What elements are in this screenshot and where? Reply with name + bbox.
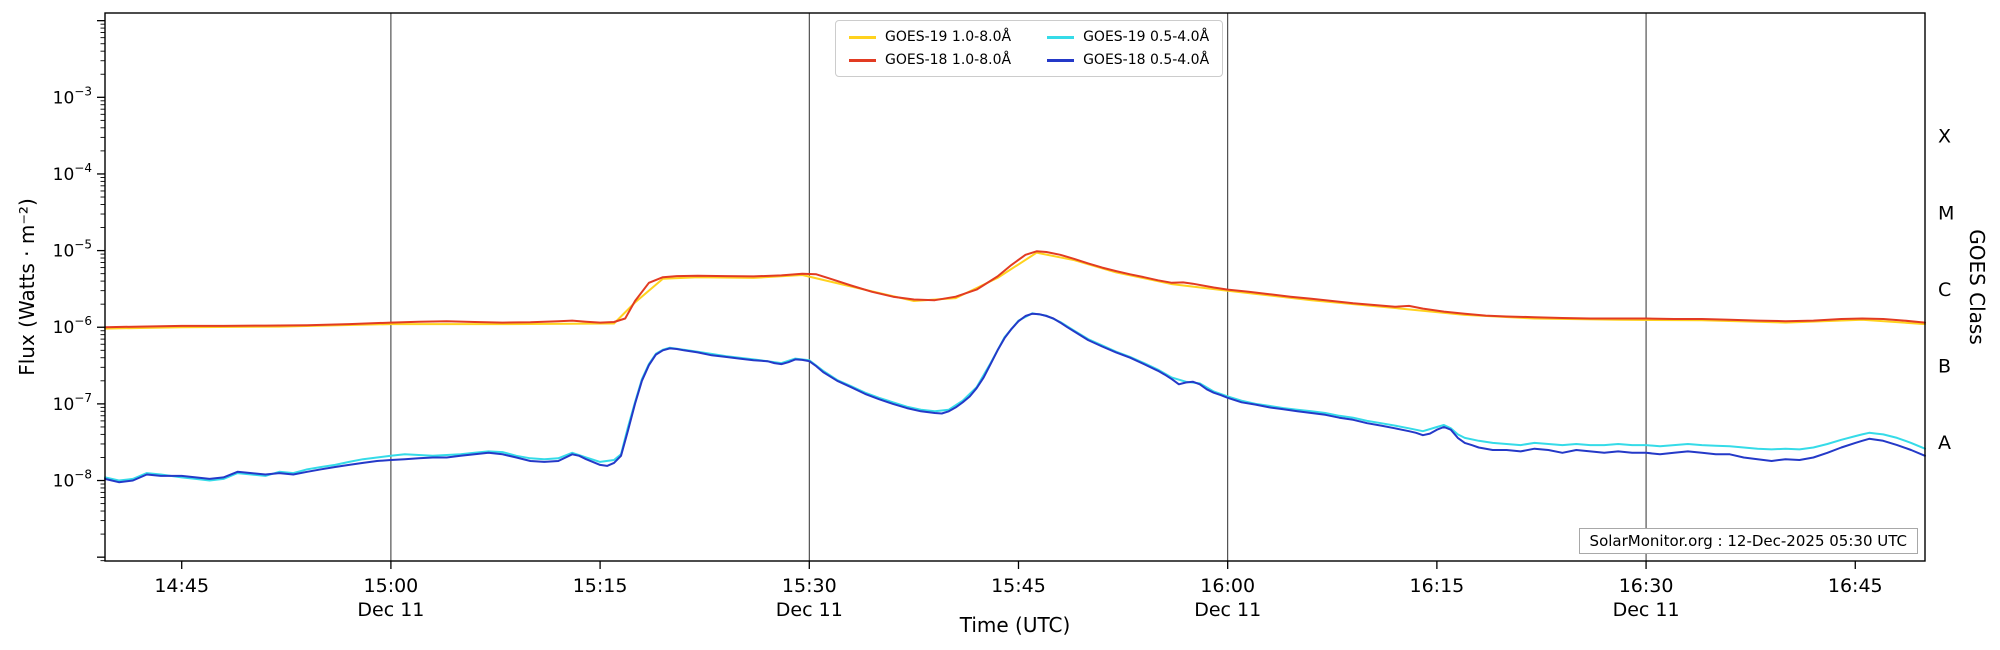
svg-text:Dec 11: Dec 11 <box>1613 599 1680 621</box>
svg-text:X: X <box>1938 126 1951 148</box>
svg-text:Dec 11: Dec 11 <box>357 599 424 621</box>
series-line-goes-18-1-0-8-0- <box>104 250 1926 329</box>
svg-text:10−3: 10−3 <box>53 84 92 108</box>
svg-text:16:45: 16:45 <box>1828 575 1883 597</box>
series-line-goes-18-0-5-4-0- <box>104 312 1926 484</box>
legend-item-goes18-short: GOES-18 0.5-4.0Å <box>1047 52 1209 68</box>
legend-label-goes19-long: GOES-19 1.0-8.0Å <box>885 29 1012 45</box>
legend: GOES-19 1.0-8.0Å GOES-18 1.0-8.0Å GOES-1… <box>835 20 1224 77</box>
svg-text:M: M <box>1938 202 1954 224</box>
legend-label-goes19-short: GOES-19 0.5-4.0Å <box>1083 29 1210 45</box>
svg-text:16:30: 16:30 <box>1619 575 1674 597</box>
svg-text:15:30: 15:30 <box>782 575 837 597</box>
plot-frame <box>104 12 1926 562</box>
goes-class-axis-label: GOES Class <box>1965 229 1989 345</box>
svg-text:16:15: 16:15 <box>1409 575 1464 597</box>
legend-swatch-goes18-long <box>849 58 876 62</box>
svg-text:15:45: 15:45 <box>991 575 1046 597</box>
svg-text:10−4: 10−4 <box>53 161 92 185</box>
svg-text:10−6: 10−6 <box>53 314 92 338</box>
series-line-goes-19-0-5-4-0- <box>104 312 1926 482</box>
legend-item-goes18-long: GOES-18 1.0-8.0Å <box>849 52 1011 68</box>
svg-text:10−8: 10−8 <box>53 468 92 492</box>
svg-text:B: B <box>1938 356 1951 378</box>
x-axis-label: Time (UTC) <box>959 613 1071 637</box>
svg-text:10−5: 10−5 <box>53 238 92 262</box>
svg-text:Dec 11: Dec 11 <box>776 599 843 621</box>
svg-text:A: A <box>1938 432 1951 454</box>
svg-text:15:15: 15:15 <box>573 575 628 597</box>
legend-label-goes18-long: GOES-18 1.0-8.0Å <box>885 52 1012 68</box>
svg-text:10−7: 10−7 <box>53 391 92 415</box>
svg-text:Dec 11: Dec 11 <box>1194 599 1261 621</box>
legend-swatch-goes19-short <box>1047 35 1075 39</box>
legend-swatch-goes19-long <box>849 35 876 39</box>
svg-text:16:00: 16:00 <box>1200 575 1255 597</box>
legend-item-goes19-short: GOES-19 0.5-4.0Å <box>1047 29 1209 45</box>
svg-text:C: C <box>1938 279 1951 301</box>
legend-item-goes19-long: GOES-19 1.0-8.0Å <box>849 29 1011 45</box>
svg-text:15:00: 15:00 <box>364 575 419 597</box>
svg-text:14:45: 14:45 <box>154 575 209 597</box>
watermark: SolarMonitor.org : 12-Dec-2025 05:30 UTC <box>1578 528 1918 554</box>
legend-swatch-goes18-short <box>1047 58 1075 62</box>
series-line-goes-19-1-0-8-0- <box>104 251 1926 330</box>
y-axis-label: Flux (Watts · m⁻²) <box>15 198 39 376</box>
legend-label-goes18-short: GOES-18 0.5-4.0Å <box>1083 52 1210 68</box>
